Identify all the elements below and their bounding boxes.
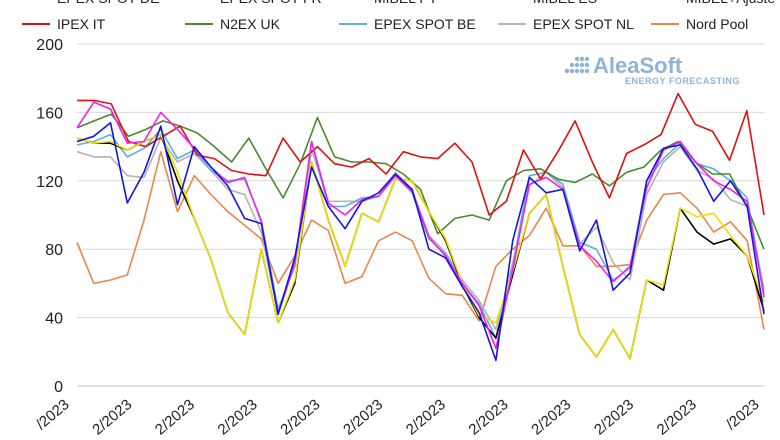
series-line-epex-spot-de [76,121,765,362]
legend-label: MIBEL+Ajuste [686,0,775,6]
y-tick-label: 80 [45,242,63,259]
legend-label: EPEX SPOT FR [220,0,322,6]
legend-label: EPEX SPOT NL [533,16,634,32]
y-tick-label: 120 [36,174,63,191]
y-tick-label: 0 [54,379,63,396]
series-line-n2ex-uk [76,113,765,250]
legend-label: EPEX SPOT DE [57,0,159,6]
y-tick-label: 40 [45,311,63,328]
watermark-tagline: ENERGY FORECASTING [625,76,740,86]
watermark-name: AleaSoft [593,53,683,78]
legend-label: N2EX UK [220,16,281,32]
aleasoft-logo-dots-icon [564,56,590,74]
legend-label: Nord Pool [686,16,748,32]
y-tick-label: 200 [36,37,63,54]
legend-label: MIBEL PT [374,0,438,6]
series-line-nord-pool [76,150,765,330]
series-lines [76,92,765,362]
series-line-mibel-pt [76,133,765,360]
legend-label: EPEX SPOT BE [374,16,476,32]
legend: EPEX SPOT DE EPEX SPOT FR MIBEL PT MIBEL ES… [22,0,775,32]
legend-label: MIBEL ES [533,0,597,6]
aleasoft-watermark: AleaSoft ENERGY FORECASTING [564,53,740,86]
series-line-epex-spot-fr [76,101,765,350]
legend-label: IPEX IT [57,16,106,32]
y-tick-label: 160 [36,105,63,122]
y-axis-ticks: 0 40 80 120 160 200 [36,37,63,396]
